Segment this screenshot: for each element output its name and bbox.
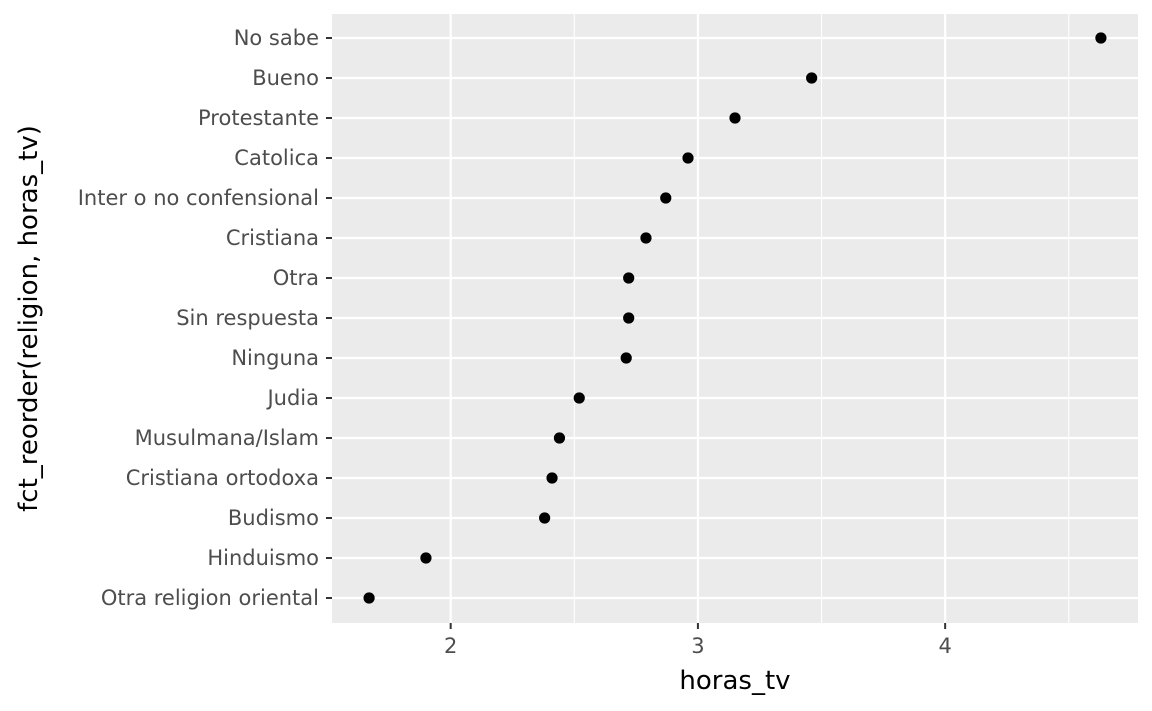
y-tick-label: Bueno [252,66,319,90]
data-point [729,112,741,124]
y-axis-title: fct_reorder(religion, horas_tv) [14,125,44,512]
y-tick-label: Ninguna [231,346,319,370]
data-point [623,312,635,324]
data-point [363,592,375,604]
x-tick-label: 3 [691,634,704,658]
y-tick-label: Judia [265,386,319,410]
y-tick-label: Otra religion oriental [101,586,319,610]
x-axis: 2 3 4 [444,623,952,658]
y-tick-label: Cristiana [226,226,319,250]
data-point [539,512,551,524]
y-tick-label: Protestante [198,106,319,130]
data-point [620,352,632,364]
grid-major [332,14,1138,623]
data-point [420,552,432,564]
data-point [553,432,566,444]
x-tick-label: 4 [938,634,951,658]
y-tick-label: Hinduismo [207,546,319,570]
data-point [573,392,585,404]
y-axis: Otra religion oriental Hinduismo Budismo Cr… [78,26,332,610]
data-point [546,472,558,484]
y-tick-label: Inter o no confensional [78,186,319,210]
data-point [660,192,672,204]
y-tick-label: Sin respuesta [176,306,319,330]
y-tick-label: Catolica [234,146,319,170]
data-point [806,72,818,84]
data-point [623,272,635,284]
x-axis-title: horas_tv [679,666,790,696]
y-tick-label: Musulmana/Islam [135,426,319,450]
y-tick-label: Budismo [228,506,319,530]
data-points [363,32,1107,604]
y-tick-label: Cristiana ortodoxa [126,466,319,490]
y-tick-label: No sabe [234,26,319,50]
data-point [640,232,652,244]
y-tick-label: Otra [273,266,319,290]
data-point [682,152,694,164]
x-tick-label: 2 [444,634,457,658]
data-point [1095,32,1107,44]
